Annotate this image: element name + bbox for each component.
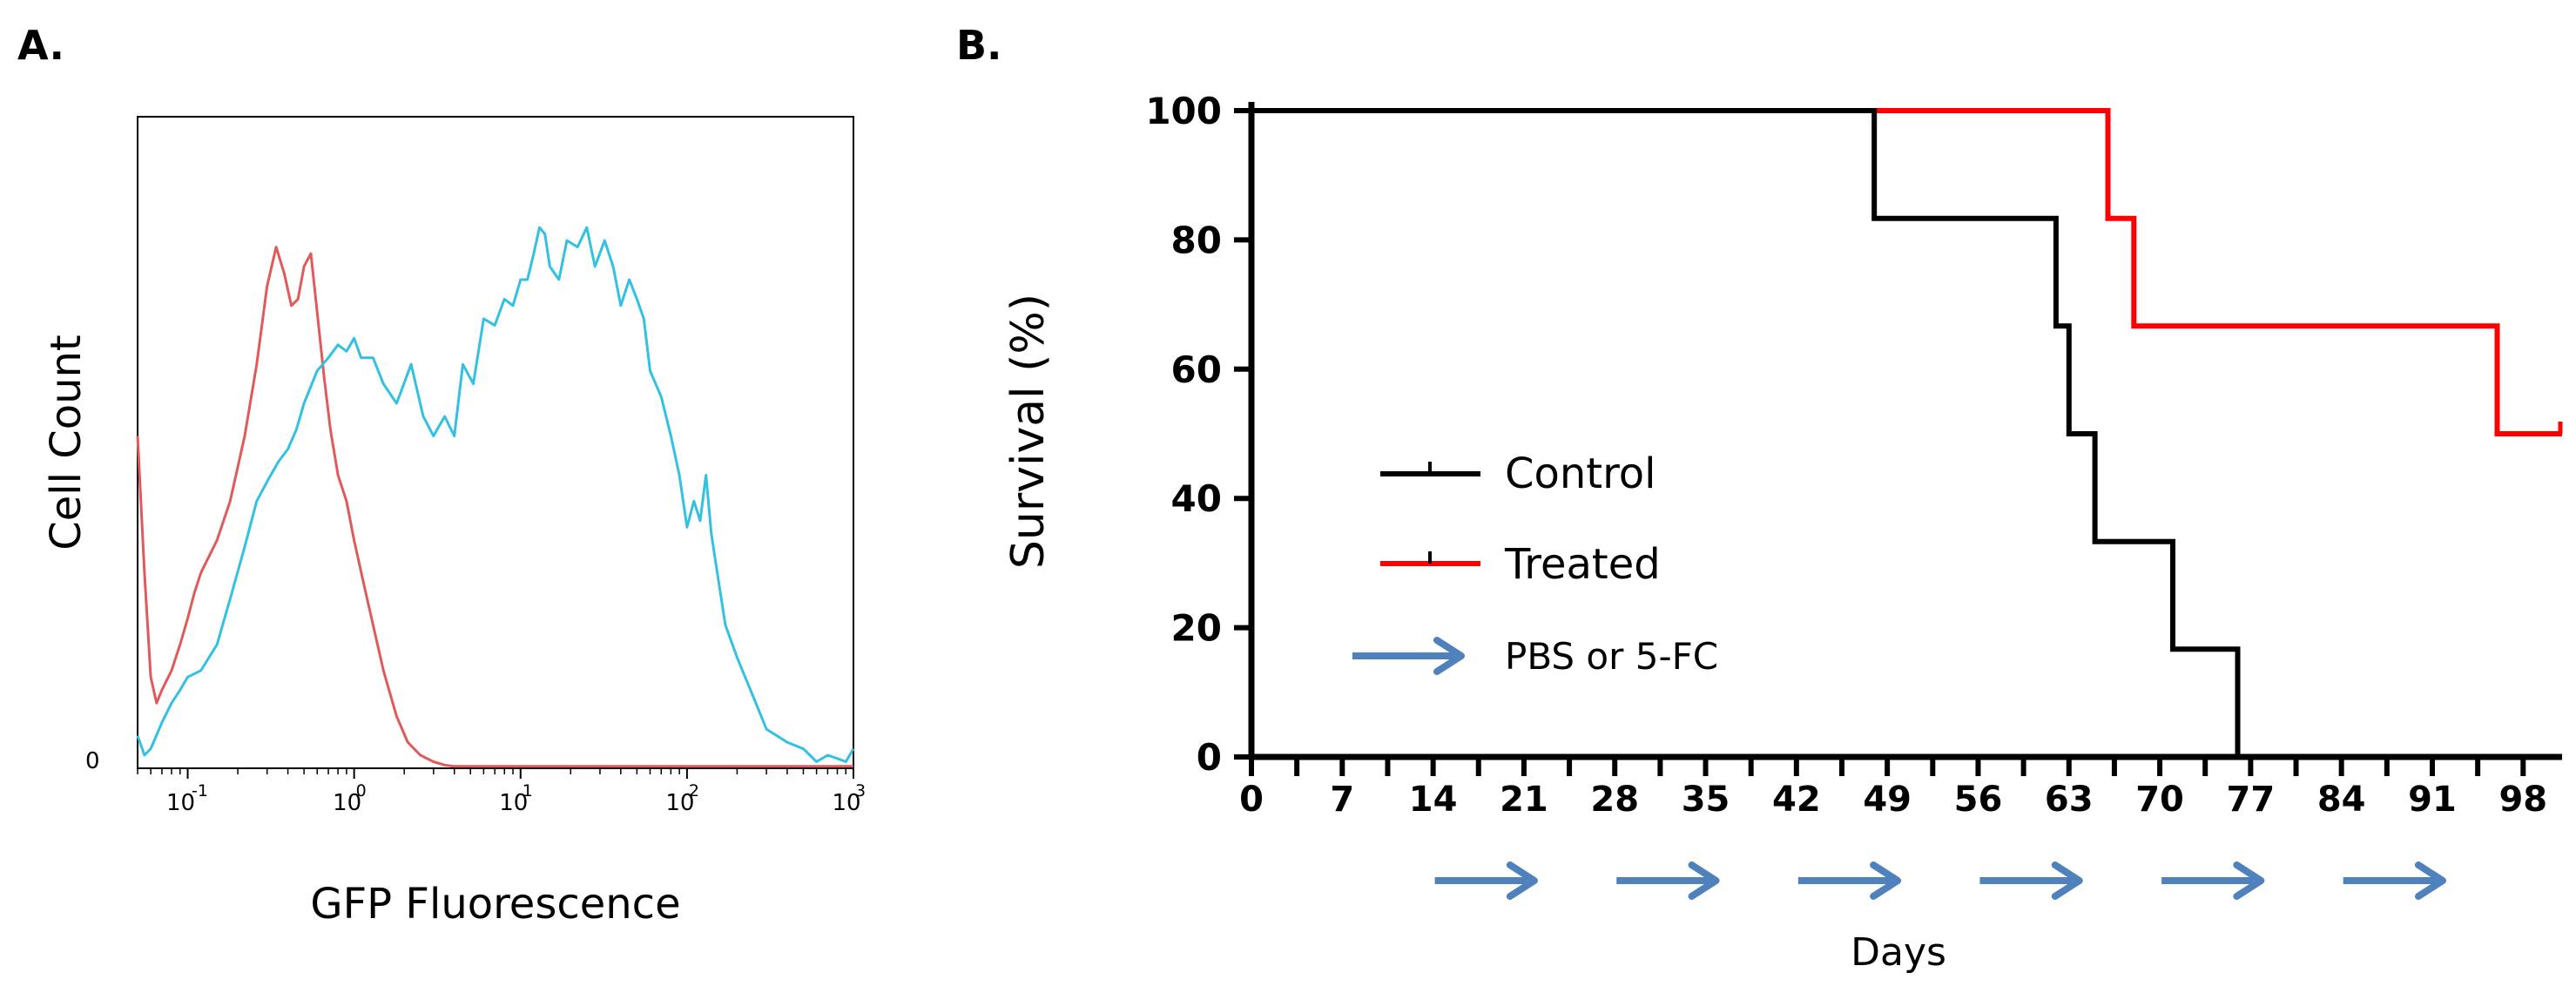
x-tick-label-b: 49 xyxy=(1863,780,1912,820)
legend-control-label: Control xyxy=(1505,449,1656,498)
x-tick-label-b: 21 xyxy=(1500,780,1548,820)
x-tick-label-b: 91 xyxy=(2408,780,2457,820)
y-tick-label-b: 60 xyxy=(1171,348,1222,391)
x-tick-exponent-a: -1 xyxy=(192,781,208,800)
y-tick-label-b: 40 xyxy=(1171,477,1222,520)
x-tick-label-a: 10 xyxy=(665,790,694,816)
x-axis-label-a: GFP Fluorescence xyxy=(310,880,680,929)
y-axis-label-b: Survival (%) xyxy=(1002,294,1055,569)
x-tick-label-a: 10 xyxy=(333,790,361,816)
y-tick-label-b: 0 xyxy=(1197,736,1222,779)
panel-a-histogram: 10-1 100 101 102 103 0 Cell Count GFP Fluore… xyxy=(42,116,866,929)
plot-frame-a xyxy=(137,116,854,769)
treatment-arrow xyxy=(1979,861,2083,900)
x-tick-label-b: 77 xyxy=(2227,780,2276,820)
y-tick-label-b: 80 xyxy=(1171,219,1222,261)
treatment-arrow-head xyxy=(1688,861,1720,900)
survival-series-group xyxy=(1251,108,2563,757)
x-tick-label-a: 10 xyxy=(166,790,195,816)
treatment-arrow-head xyxy=(1506,861,1538,900)
treatment-arrow-head xyxy=(2051,861,2083,900)
treatment-arrow-head xyxy=(2233,861,2265,900)
x-tick-label-b: 35 xyxy=(1682,780,1730,820)
legend-arrow xyxy=(1352,637,1465,675)
y-tick-label-b: 20 xyxy=(1171,607,1222,650)
legend-treated-label: Treated xyxy=(1504,540,1661,589)
treatment-arrow xyxy=(1434,861,1538,900)
x-tick-label-b: 84 xyxy=(2317,780,2366,820)
x-tick-label-b: 63 xyxy=(2045,780,2094,820)
x-tick-exponent-a: 2 xyxy=(689,781,699,800)
panel-a-label: A. xyxy=(17,22,64,69)
panel-b-survival: 0 20 40 60 80 100 0 7 14 21 28 35 42 49 56 63 70 77 84 91 98… xyxy=(1002,90,2563,975)
x-tick-exponent-a: 0 xyxy=(356,781,367,800)
legend-arrow-icon xyxy=(1352,637,1465,675)
treatment-arrow xyxy=(1797,861,1902,900)
treatment-arrows xyxy=(1434,861,2446,900)
panel-b-label: B. xyxy=(956,22,1002,69)
legend: Control Treated PBS or 5-FC xyxy=(1352,449,1718,678)
x-tick-exponent-a: 1 xyxy=(523,781,533,800)
y-axis-label-a: Cell Count xyxy=(42,334,91,551)
treatment-arrow xyxy=(2343,861,2446,900)
x-tick-label-a: 10 xyxy=(499,790,528,816)
x-tick-label-b: 56 xyxy=(1954,780,2003,820)
x-tick-label-b: 70 xyxy=(2135,780,2184,820)
x-axis-label-b: Days xyxy=(1851,930,1946,975)
histogram-line-gfp xyxy=(136,226,855,763)
survival-line-control xyxy=(1251,108,2241,757)
histogram-line-control xyxy=(136,246,853,768)
x-tick-label-b: 7 xyxy=(1330,780,1354,820)
legend-arrow-label: PBS or 5-FC xyxy=(1505,635,1718,678)
survival-line-treated xyxy=(1874,108,2562,436)
treatment-arrow-head xyxy=(2414,861,2446,900)
x-tick-label-b: 14 xyxy=(1409,780,1458,820)
y-tick-label-b: 100 xyxy=(1145,90,1222,132)
legend-arrow-head xyxy=(1433,637,1465,675)
x-tick-label-b: 98 xyxy=(2498,780,2547,820)
treatment-arrow-head xyxy=(1870,861,1902,900)
treatment-arrow xyxy=(1616,861,1720,900)
x-tick-label-b: 28 xyxy=(1590,780,1639,820)
y-tick-zero: 0 xyxy=(85,748,100,774)
x-tick-label-a: 10 xyxy=(832,790,860,816)
histogram-series-group xyxy=(136,226,855,768)
survival-axes: 0 20 40 60 80 100 0 7 14 21 28 35 42 49 56 63 70 77 84 91 98 xyxy=(1145,90,2562,820)
x-tick-label-b: 42 xyxy=(1772,780,1821,820)
log-x-ticks: 10-1 100 101 102 103 xyxy=(137,768,866,816)
x-tick-label-b: 0 xyxy=(1239,780,1264,820)
x-tick-exponent-a: 3 xyxy=(855,781,866,800)
treatment-arrow xyxy=(2161,861,2265,900)
